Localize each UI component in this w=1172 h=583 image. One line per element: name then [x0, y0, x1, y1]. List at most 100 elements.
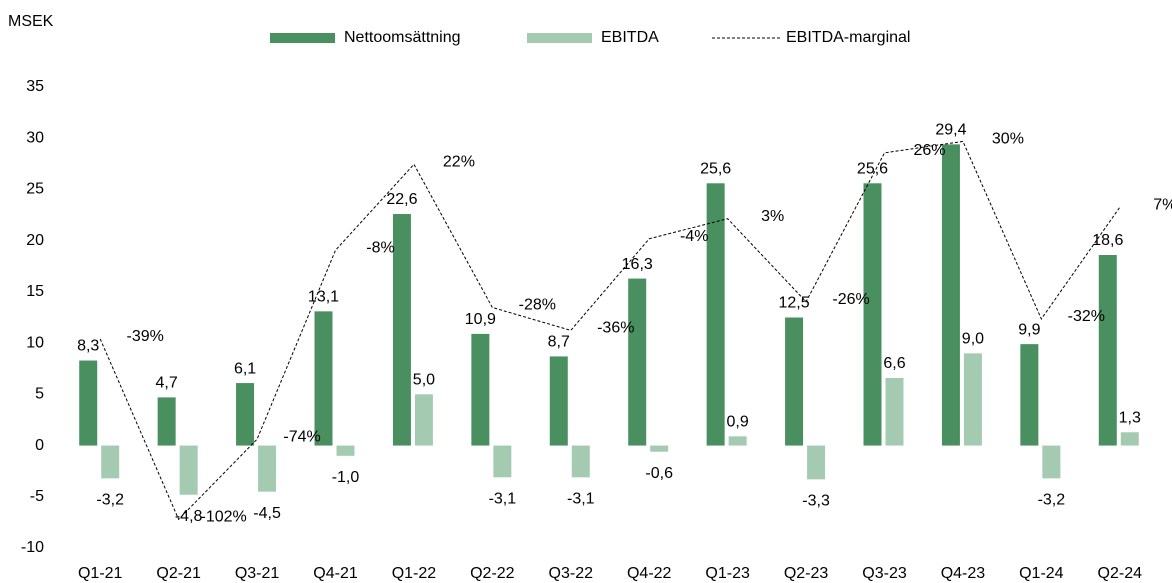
bar: [336, 445, 355, 456]
x-tick-label: Q1-22: [392, 565, 437, 582]
data-label: -3,2: [96, 492, 124, 509]
bar: [1098, 255, 1117, 446]
bar: [101, 445, 120, 479]
data-label: -26%: [832, 291, 869, 308]
x-tick-label: Q1-21: [78, 565, 123, 582]
data-label: -0,6: [645, 465, 673, 482]
data-label: 0,9: [727, 414, 749, 431]
bar: [414, 394, 433, 446]
bar: [628, 278, 647, 446]
data-label: 4,7: [156, 375, 178, 392]
y-tick-label: 25: [26, 181, 44, 198]
legend-label: Nettoomsättning: [344, 29, 461, 46]
data-label: 5,0: [413, 372, 435, 389]
data-label: 13,1: [308, 289, 339, 306]
legend-label: EBITDA-marginal: [786, 29, 910, 46]
y-tick-label: 15: [26, 283, 44, 300]
y-tick-label: 30: [26, 129, 44, 146]
data-label: 22,6: [386, 191, 417, 208]
bar: [728, 436, 747, 446]
y-tick-label: -10: [21, 539, 44, 556]
data-label: -3,1: [489, 491, 517, 508]
bar: [1120, 432, 1139, 446]
bar: [863, 183, 882, 446]
data-label: 30%: [992, 131, 1024, 148]
bar: [941, 144, 960, 446]
bar: [650, 445, 669, 452]
y-tick-label: 35: [26, 78, 44, 95]
bar: [79, 360, 98, 446]
x-tick-label: Q2-21: [156, 565, 201, 582]
x-tick-label: Q3-23: [862, 565, 907, 582]
bar: [571, 445, 590, 478]
data-label: -32%: [1068, 308, 1105, 325]
y-tick-label: 10: [26, 334, 44, 351]
bar: [785, 317, 804, 446]
bar: [179, 445, 198, 495]
data-label: 9,0: [962, 331, 984, 348]
bar: [549, 356, 568, 446]
x-tick-label: Q4-21: [313, 565, 358, 582]
bar: [157, 397, 176, 446]
data-label: -3,2: [1038, 492, 1066, 509]
data-label: 8,3: [77, 338, 99, 355]
y-axis-label: MSEK: [8, 13, 54, 30]
data-label: 25,6: [857, 161, 888, 178]
bar: [807, 445, 826, 480]
y-tick-label: 5: [35, 386, 44, 403]
data-label: -8%: [366, 239, 394, 256]
data-label: 7%: [1153, 196, 1172, 213]
y-tick-label: 0: [35, 437, 44, 454]
data-label: -39%: [127, 328, 164, 345]
y-tick-label: -5: [30, 488, 44, 505]
bar: [392, 214, 411, 446]
data-label: -3,1: [567, 491, 595, 508]
bar: [314, 311, 333, 446]
data-label: 25,6: [700, 161, 731, 178]
data-label: -102%: [201, 509, 247, 526]
data-label: 6,6: [883, 355, 905, 372]
legend-label: EBITDA: [601, 29, 659, 46]
bar: [258, 445, 277, 492]
bar: [1042, 445, 1061, 479]
data-label: 22%: [443, 154, 475, 171]
x-tick-label: Q2-22: [470, 565, 515, 582]
legend-swatch: [527, 33, 592, 43]
y-tick-label: 20: [26, 232, 44, 249]
data-label: 8,7: [548, 334, 570, 351]
bar: [963, 353, 982, 446]
x-tick-label: Q1-23: [705, 565, 750, 582]
data-label: 18,6: [1092, 232, 1123, 249]
data-label: -4,8: [175, 508, 203, 525]
margin-line: [99, 140, 1121, 521]
bar: [471, 333, 490, 446]
data-label: 1,3: [1119, 409, 1141, 426]
data-label: 26%: [913, 142, 945, 159]
x-tick-label: Q4-22: [627, 565, 672, 582]
x-tick-label: Q3-22: [549, 565, 594, 582]
data-label: -3,3: [802, 493, 830, 510]
x-tick-label: Q4-23: [941, 565, 986, 582]
data-label: -74%: [283, 428, 320, 445]
data-label: -1,0: [332, 469, 360, 486]
bar: [1020, 344, 1039, 446]
x-tick-label: Q2-23: [784, 565, 829, 582]
data-label: -36%: [597, 320, 634, 337]
data-label: 29,4: [935, 122, 966, 139]
bar: [706, 183, 725, 446]
bar: [236, 383, 255, 446]
bar: [493, 445, 512, 478]
x-tick-label: Q1-24: [1019, 565, 1064, 582]
bar: [885, 377, 904, 446]
data-label: 9,9: [1018, 321, 1040, 338]
legend-swatch: [270, 33, 335, 43]
data-label: -4%: [680, 228, 708, 245]
data-label: -28%: [519, 297, 556, 314]
data-label: 3%: [761, 208, 784, 225]
x-tick-label: Q3-21: [235, 565, 280, 582]
data-label: -4,5: [253, 505, 281, 522]
data-label: 6,1: [234, 360, 256, 377]
data-label: 16,3: [622, 256, 653, 273]
x-tick-label: Q2-24: [1098, 565, 1143, 582]
